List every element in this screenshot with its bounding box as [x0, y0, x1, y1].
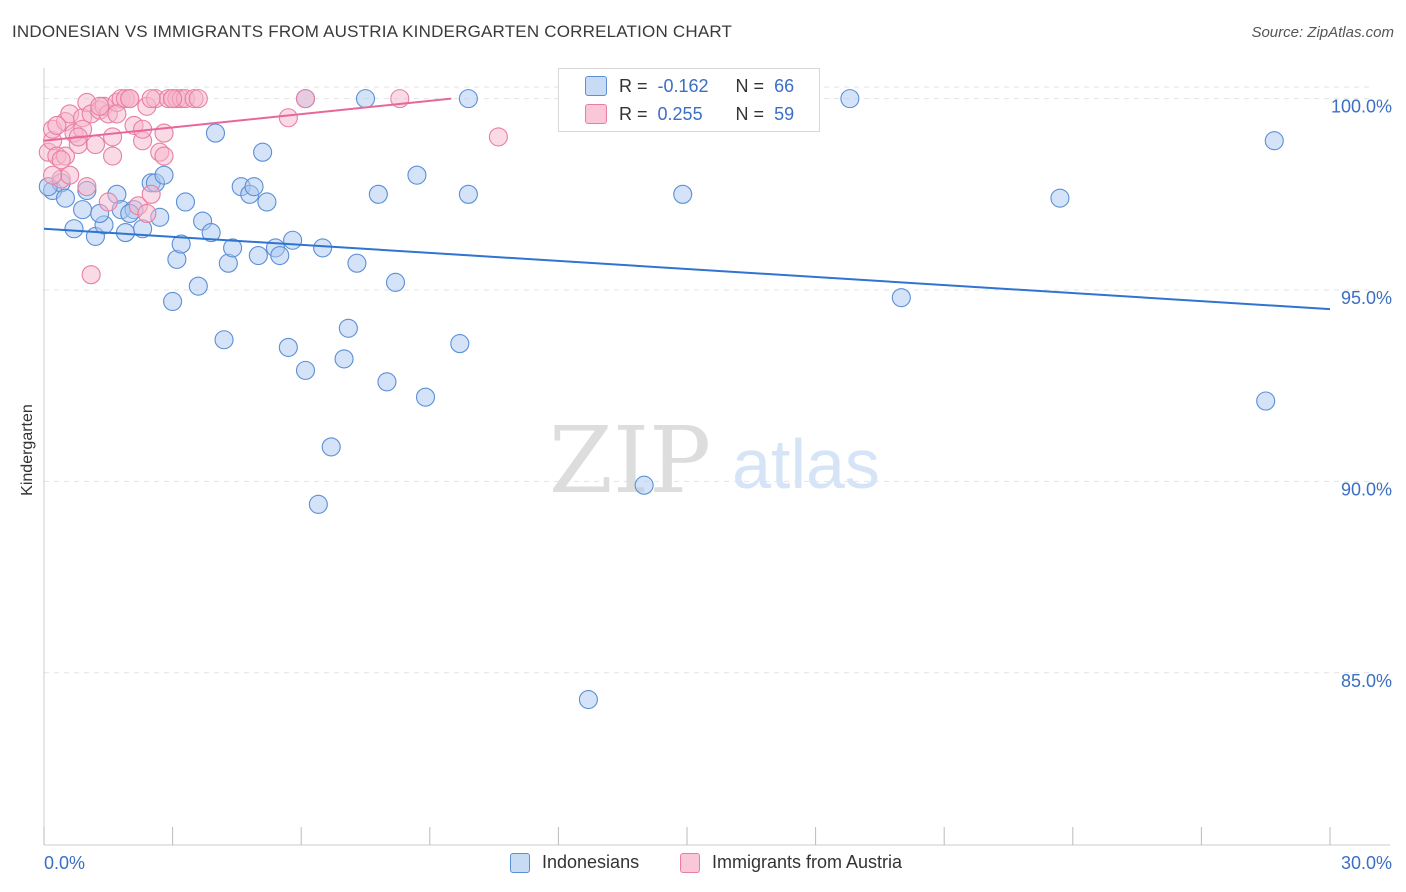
austria-point	[154, 146, 174, 166]
austria-point	[85, 135, 105, 155]
indonesians-point	[257, 192, 277, 212]
trend-lines	[43, 97, 1331, 311]
indonesians-swatch	[510, 852, 530, 873]
tick-labels: 85.0% 90.0% 95.0% 100.0% 0.0% 30.0%	[44, 97, 1392, 873]
y-tick-label: 100.0%	[1331, 97, 1392, 117]
indonesians-point	[64, 219, 84, 239]
x-tick-label-min: 0.0%	[44, 853, 85, 873]
indonesians-point	[578, 690, 598, 710]
indonesians-point	[154, 165, 174, 185]
watermark-zip: ZIP	[549, 407, 711, 514]
indonesians-point	[347, 253, 367, 273]
indonesians-point	[73, 200, 93, 220]
indonesians-point	[171, 234, 191, 254]
austria-point	[90, 96, 110, 116]
indonesians-point	[270, 246, 290, 266]
series-legend: Indonesians Immigrants from Austria	[0, 852, 1406, 876]
austria-point	[81, 265, 101, 285]
legend-item-austria[interactable]: Immigrants from Austria	[680, 852, 902, 873]
y-axis-title: Kindergarten	[19, 404, 36, 496]
austria-point	[120, 89, 140, 109]
austria-point	[77, 177, 97, 197]
indonesians-point	[840, 89, 860, 109]
indonesians-point	[407, 165, 427, 185]
austria-swatch	[680, 852, 700, 873]
indonesians-point	[338, 318, 358, 338]
indonesians-point	[313, 238, 333, 258]
y-tick-label: 95.0%	[1341, 288, 1392, 308]
austria-point	[47, 115, 67, 135]
austria-point	[103, 127, 123, 147]
indonesians-point	[188, 276, 208, 296]
austria-point	[141, 184, 161, 204]
indonesians-point	[355, 89, 376, 109]
watermark-atlas: atlas	[732, 425, 880, 503]
x-tick-label-max: 30.0%	[1341, 853, 1392, 873]
y-tick-label: 90.0%	[1341, 479, 1392, 499]
chart-title: INDONESIAN VS IMMIGRANTS FROM AUSTRIA KI…	[12, 22, 733, 41]
indonesians-point	[415, 387, 436, 407]
indonesians-point	[163, 291, 183, 312]
indonesians-point	[283, 230, 303, 250]
indonesians-point	[458, 184, 478, 204]
indonesians-point	[308, 494, 328, 514]
austria-point	[103, 146, 123, 166]
legend-item-indonesians[interactable]: Indonesians	[510, 852, 639, 873]
grid-lines	[44, 86, 1370, 674]
indonesians-point	[385, 272, 406, 292]
watermark: ZIP atlas	[549, 407, 880, 514]
axes	[43, 68, 1390, 846]
indonesians-point	[891, 288, 911, 308]
austria-point	[488, 127, 508, 147]
austria-point	[51, 150, 71, 170]
indonesians-point	[248, 246, 268, 266]
legend-row-austria: R = 0.255 N = 59	[585, 102, 794, 126]
austria-point	[295, 89, 316, 109]
indonesians-point	[253, 142, 273, 162]
indonesians-point	[673, 184, 693, 204]
austria-point	[43, 165, 63, 185]
indonesians-point	[1264, 131, 1284, 151]
austria-point	[278, 108, 298, 128]
indonesians-point	[1050, 188, 1070, 208]
indonesians-point	[223, 238, 243, 258]
correlation-legend: R = -0.162 N = 66 R = 0.255 N = 59	[558, 68, 820, 132]
austria-point	[188, 89, 208, 109]
y-tick-label: 85.0%	[1341, 671, 1392, 691]
austria-point	[141, 89, 161, 109]
legend-row-indonesians: R = -0.162 N = 66	[585, 74, 794, 98]
indonesians-point	[55, 188, 75, 208]
indonesians-point	[368, 184, 388, 204]
legend-swatch-pink	[585, 104, 607, 124]
indonesians-point	[205, 123, 226, 143]
indonesians-point	[450, 334, 470, 354]
indonesians-point	[321, 437, 341, 457]
austria-point	[137, 203, 157, 223]
indonesians-point	[377, 372, 397, 392]
indonesians-point	[214, 330, 234, 350]
data-points	[38, 89, 1284, 710]
indonesians-point	[1256, 391, 1276, 411]
legend-swatch-blue	[585, 76, 607, 96]
indonesians-point	[458, 89, 478, 109]
austria-point	[163, 89, 183, 109]
source-label: Source: ZipAtlas.com	[1251, 24, 1394, 41]
indonesians-point	[278, 337, 298, 357]
indonesians-point	[295, 360, 316, 380]
indonesians-point	[175, 192, 196, 212]
austria-trend-line	[43, 97, 452, 142]
austria-point	[107, 104, 127, 124]
indonesians-point	[244, 177, 264, 197]
indonesians-trend-line	[43, 227, 1331, 311]
indonesians-point	[634, 475, 654, 495]
indonesians-point	[201, 223, 221, 243]
indonesians-point	[334, 349, 354, 369]
austria-point	[98, 192, 118, 212]
